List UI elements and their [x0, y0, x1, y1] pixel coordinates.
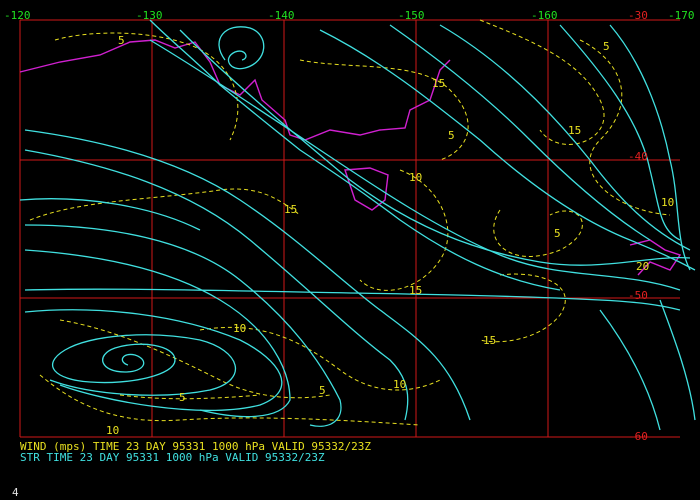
contour-label: 10: [393, 378, 406, 391]
frame-number: 4: [12, 486, 19, 499]
contour-labels: 5 5 15 15 5 10 10 15 5 20 15 10 15 5 10 …: [106, 34, 674, 437]
contour-label: 10: [106, 424, 119, 437]
contour-label: 10: [661, 196, 674, 209]
vortex: [89, 343, 176, 384]
contour-label: 5: [448, 129, 455, 142]
streamline: [439, 24, 691, 251]
longitude-label: -130: [136, 9, 163, 22]
latitude-labels: -30 -40 -50 -60: [628, 9, 648, 443]
streamline: [49, 334, 237, 396]
streamline: [24, 129, 471, 421]
longitude-label: -120: [4, 9, 31, 22]
coastline: [19, 39, 451, 141]
contour-label: 5: [179, 391, 186, 404]
streamline: [599, 309, 661, 431]
isotach: [579, 39, 671, 216]
caption-streamlines: STR TIME 23 DAY 95331 1000 hPa VALID 953…: [20, 451, 325, 464]
contour-label: 10: [233, 322, 246, 335]
longitude-label: -150: [398, 9, 425, 22]
latitude-label: -50: [628, 289, 648, 302]
contour-label: 15: [483, 334, 496, 347]
island: [344, 167, 389, 211]
isotachs: [29, 19, 671, 426]
isotach: [299, 59, 469, 161]
streamline: [149, 39, 681, 291]
isotach: [199, 326, 441, 391]
contour-label: 5: [554, 227, 561, 240]
streamline: [319, 29, 696, 271]
contour-label: 20: [636, 260, 649, 273]
isotach: [479, 19, 605, 145]
latitude-label: -60: [628, 430, 648, 443]
isotach: [39, 374, 421, 426]
vortex: [218, 26, 265, 70]
contour-label: 15: [432, 77, 445, 90]
caption-wind: WIND (mps) TIME 23 DAY 95331 1000 hPa VA…: [20, 440, 371, 453]
contour-label: 10: [409, 171, 422, 184]
longitude-labels: -120 -130 -140 -150 -160 -170: [4, 9, 695, 22]
contour-label: 5: [319, 384, 326, 397]
isotach: [54, 32, 239, 141]
contour-label: 15: [409, 284, 422, 297]
latitude-label: -40: [628, 150, 648, 163]
longitude-label: -160: [531, 9, 558, 22]
streamline: [149, 19, 561, 291]
streamline: [559, 24, 681, 241]
streamline: [19, 198, 201, 231]
streamline: [179, 29, 691, 266]
coastlines: [19, 39, 682, 276]
streamlines: [19, 19, 696, 431]
streamline: [24, 224, 342, 427]
streamline: [659, 299, 696, 421]
longitude-label: -140: [268, 9, 295, 22]
isotach: [59, 319, 331, 399]
contour-label: 15: [284, 203, 297, 216]
streamline: [24, 149, 409, 421]
contour-label: 5: [603, 40, 610, 53]
isotach: [479, 273, 566, 343]
streamline: [24, 309, 283, 411]
contour-label: 15: [568, 124, 581, 137]
streamline: [609, 24, 691, 271]
isotach: [493, 209, 583, 257]
isotach: [119, 394, 261, 400]
streamline: [24, 288, 681, 311]
grid: [19, 19, 680, 438]
isotach: [29, 188, 301, 221]
longitude-label: -170: [668, 9, 695, 22]
latitude-label: -30: [628, 9, 648, 22]
contour-label: 5: [118, 34, 125, 47]
streamline: [24, 249, 291, 418]
isotach: [359, 169, 449, 291]
streamline: [389, 24, 651, 241]
